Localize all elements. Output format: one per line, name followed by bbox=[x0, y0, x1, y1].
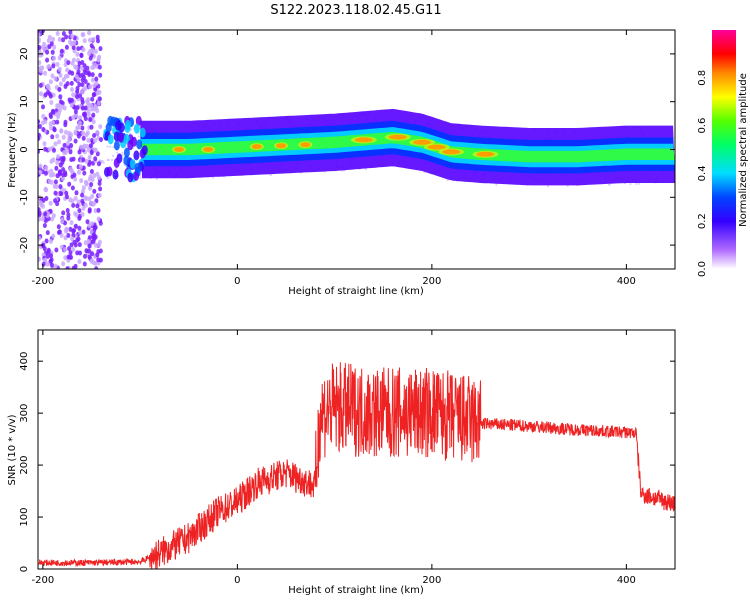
x-tick-label: 400 bbox=[617, 276, 636, 287]
colorbar-ticks: 0.0 0.2 0.4 0.6 0.8 bbox=[697, 70, 708, 277]
snr-y-ticks: 0 100 200 300 400 bbox=[19, 352, 675, 572]
snr-frame bbox=[37, 329, 676, 570]
figure-title: S122.2023.118.02.45.G11 bbox=[270, 3, 441, 18]
spectrogram-y-label: Frequency (Hz) bbox=[7, 112, 18, 188]
colorbar-tick-label: 0.0 bbox=[697, 261, 708, 277]
snr-series-line bbox=[37, 362, 676, 570]
x-tick-label: 200 bbox=[422, 575, 441, 586]
spectrogram-x-label: Height of straight line (km) bbox=[288, 286, 424, 297]
y-tick-label: 300 bbox=[19, 404, 30, 423]
colorbar-gradient bbox=[712, 30, 736, 269]
colorbar: 0.0 0.2 0.4 0.6 0.8 Normalized spectral ampl… bbox=[697, 30, 749, 277]
snr-x-ticks: -200 0 200 400 bbox=[32, 330, 636, 586]
x-tick-label: -200 bbox=[32, 276, 55, 287]
snr-x-label: Height of straight line (km) bbox=[288, 585, 424, 596]
y-tick-label: -20 bbox=[19, 237, 30, 253]
spectrogram-y-ticks: -20 -10 0 10 20 bbox=[19, 48, 675, 253]
y-tick-label: 100 bbox=[19, 507, 30, 526]
colorbar-tick-label: 0.6 bbox=[697, 118, 708, 134]
spectrogram-x-ticks: -200 0 200 400 bbox=[32, 30, 636, 287]
spectrogram-panel: -200 0 200 400 -20 -10 0 10 20 Height of straig… bbox=[7, 29, 676, 297]
y-tick-label: 400 bbox=[19, 352, 30, 371]
y-tick-label: 20 bbox=[19, 48, 30, 61]
colorbar-tick-label: 0.8 bbox=[697, 70, 708, 86]
y-tick-label: -10 bbox=[19, 189, 30, 205]
y-tick-label: 0 bbox=[19, 146, 30, 152]
colorbar-label: Normalized spectral amplitude bbox=[738, 73, 749, 227]
spectrogram-heatmap bbox=[38, 30, 675, 269]
x-tick-label: -200 bbox=[32, 575, 55, 586]
x-tick-label: 400 bbox=[617, 575, 636, 586]
y-tick-label: 200 bbox=[19, 456, 30, 475]
snr-y-label: SNR (10 * v/v) bbox=[7, 414, 18, 485]
colorbar-tick-label: 0.2 bbox=[697, 213, 708, 229]
y-tick-label: 0 bbox=[19, 566, 30, 572]
x-tick-label: 0 bbox=[234, 276, 240, 287]
x-tick-label: 200 bbox=[422, 276, 441, 287]
x-tick-label: 0 bbox=[234, 575, 240, 586]
y-tick-label: 10 bbox=[19, 95, 30, 108]
colorbar-tick-label: 0.4 bbox=[697, 165, 708, 181]
